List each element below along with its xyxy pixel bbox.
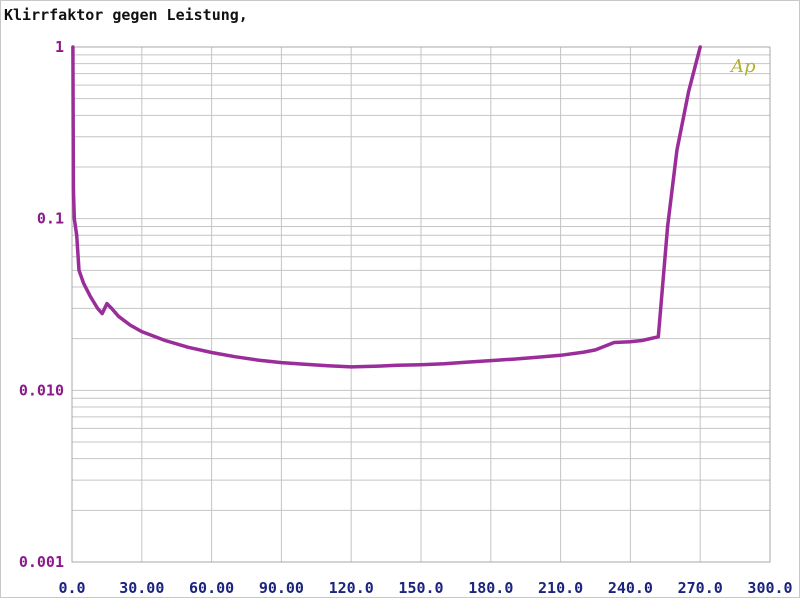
x-tick-label: 30.00	[119, 579, 164, 597]
logo-layer: Ap	[729, 56, 756, 77]
y-tick-label: 0.010	[19, 381, 64, 399]
axis-layer	[71, 46, 771, 563]
plot-border	[71, 46, 771, 563]
grid-layer	[71, 46, 771, 563]
label-layer: 0.0 30.00 60.00 90.00 120.0 150.0 180.0 210.0 24…	[19, 38, 793, 597]
y-tick-label: 0.1	[37, 210, 64, 228]
x-tick-label: 120.0	[329, 579, 374, 597]
y-tick-label: 0.001	[19, 553, 64, 571]
ap-logo: Ap	[729, 56, 756, 77]
x-tick-label: 240.0	[608, 579, 653, 597]
series-line	[71, 45, 702, 369]
x-tick-label: 60.00	[189, 579, 234, 597]
x-tick-label: 180.0	[468, 579, 513, 597]
chart-title: Klirrfaktor gegen Leistung,	[4, 6, 248, 24]
x-tick-label: 150.0	[398, 579, 443, 597]
line-layer	[71, 45, 702, 369]
x-tick-label: 0.0	[58, 579, 85, 597]
x-tick-label: 300.0	[747, 579, 792, 597]
x-tick-label: 210.0	[538, 579, 583, 597]
y-tick-label: 1	[55, 38, 64, 56]
x-tick-label: 270.0	[678, 579, 723, 597]
x-tick-label: 90.00	[259, 579, 304, 597]
